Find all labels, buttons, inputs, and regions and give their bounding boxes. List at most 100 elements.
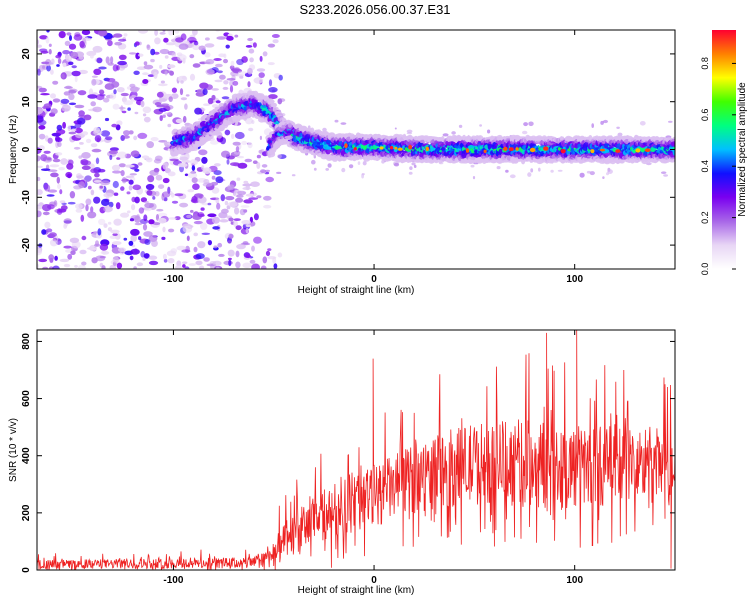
noise-blob bbox=[152, 196, 156, 200]
noise-blob bbox=[138, 30, 148, 34]
noise-blob bbox=[96, 57, 103, 64]
noise-blob bbox=[222, 86, 229, 90]
ridge-blob bbox=[305, 148, 310, 153]
noise-blob bbox=[57, 58, 62, 65]
noise-blob bbox=[272, 39, 279, 44]
noise-blob bbox=[59, 200, 66, 204]
noise-blob bbox=[273, 263, 278, 269]
ridge-blob bbox=[267, 150, 275, 155]
noise-blob bbox=[211, 175, 216, 180]
noise-blob bbox=[37, 176, 41, 182]
noise-blob bbox=[64, 40, 71, 47]
noise-blob bbox=[59, 189, 63, 195]
noise-blob bbox=[202, 182, 213, 187]
noise-blob bbox=[265, 250, 271, 257]
noise-blob bbox=[37, 204, 42, 210]
noise-blob bbox=[116, 262, 123, 269]
noise-blob bbox=[147, 175, 155, 183]
noise-blob bbox=[78, 114, 87, 118]
noise-blob bbox=[194, 107, 203, 115]
noise-blob bbox=[205, 59, 215, 65]
noise-blob bbox=[154, 30, 158, 36]
noise-blob bbox=[265, 176, 275, 183]
noise-blob bbox=[128, 240, 134, 246]
noise-blob bbox=[37, 68, 41, 76]
noise-blob bbox=[62, 62, 67, 68]
noise-blob bbox=[245, 227, 249, 234]
noise-blob bbox=[229, 80, 234, 87]
noise-blob bbox=[181, 249, 191, 253]
noise-blob bbox=[159, 48, 170, 55]
noise-blob bbox=[256, 68, 266, 72]
noise-blob bbox=[175, 265, 182, 269]
noise-blob bbox=[38, 87, 47, 93]
noise-blob bbox=[79, 249, 87, 255]
noise-blob bbox=[180, 97, 187, 101]
noise-blob bbox=[130, 228, 140, 236]
noise-blob bbox=[163, 197, 168, 202]
noise-blob bbox=[105, 136, 113, 141]
noise-blob bbox=[91, 148, 102, 153]
noise-blob bbox=[124, 164, 135, 168]
noise-blob bbox=[134, 196, 140, 204]
noise-blob bbox=[37, 165, 43, 168]
noise-blob bbox=[201, 156, 208, 164]
noise-blob bbox=[43, 150, 51, 154]
noise-blob bbox=[311, 159, 316, 165]
noise-blob bbox=[235, 146, 240, 153]
noise-blob bbox=[202, 167, 212, 174]
noise-blob bbox=[207, 202, 212, 206]
noise-blob bbox=[57, 183, 61, 189]
noise-blob bbox=[110, 229, 120, 234]
noise-blob bbox=[167, 64, 176, 69]
noise-blob bbox=[219, 74, 226, 80]
noise-blob bbox=[267, 62, 275, 66]
noise-blob bbox=[85, 198, 92, 206]
noise-blob bbox=[126, 191, 131, 195]
noise-blob bbox=[230, 162, 240, 167]
noise-blob bbox=[46, 194, 55, 197]
noise-blob bbox=[107, 62, 114, 66]
noise-blob bbox=[169, 191, 173, 195]
noise-blob bbox=[215, 176, 224, 184]
noise-blob bbox=[394, 127, 397, 130]
noise-blob bbox=[144, 202, 155, 209]
noise-blob bbox=[60, 158, 68, 165]
noise-blob bbox=[150, 48, 156, 56]
noise-blob bbox=[138, 236, 142, 241]
noise-blob bbox=[133, 135, 138, 141]
noise-blob bbox=[68, 43, 77, 50]
noise-blob bbox=[557, 169, 563, 172]
ridge-blob bbox=[566, 136, 574, 142]
noise-blob bbox=[93, 127, 101, 133]
noise-blob bbox=[214, 163, 221, 167]
noise-blob bbox=[162, 114, 166, 118]
ridge-blob bbox=[273, 107, 277, 112]
noise-blob bbox=[70, 128, 77, 132]
noise-blob bbox=[92, 45, 103, 53]
noise-blob bbox=[146, 190, 153, 196]
noise-blob bbox=[76, 175, 84, 179]
noise-blob bbox=[221, 208, 229, 214]
noise-blob bbox=[127, 107, 131, 111]
noise-blob bbox=[93, 68, 102, 76]
noise-blob bbox=[211, 216, 220, 224]
noise-blob bbox=[130, 86, 139, 93]
noise-blob bbox=[220, 194, 225, 202]
noise-blob bbox=[168, 228, 175, 233]
noise-blob bbox=[148, 260, 159, 266]
noise-blob bbox=[184, 266, 190, 269]
page-title: S233.2026.056.00.37.E31 bbox=[299, 2, 451, 17]
noise-blob bbox=[39, 35, 48, 40]
noise-blob bbox=[41, 61, 50, 65]
noise-blob bbox=[249, 41, 254, 45]
noise-blob bbox=[134, 111, 139, 115]
noise-blob bbox=[171, 200, 179, 204]
noise-blob bbox=[126, 210, 131, 214]
noise-blob bbox=[37, 210, 42, 218]
noise-blob bbox=[38, 125, 46, 130]
noise-blob bbox=[212, 260, 222, 266]
noise-blob bbox=[203, 103, 211, 106]
noise-blob bbox=[236, 58, 244, 66]
noise-blob bbox=[133, 70, 140, 76]
